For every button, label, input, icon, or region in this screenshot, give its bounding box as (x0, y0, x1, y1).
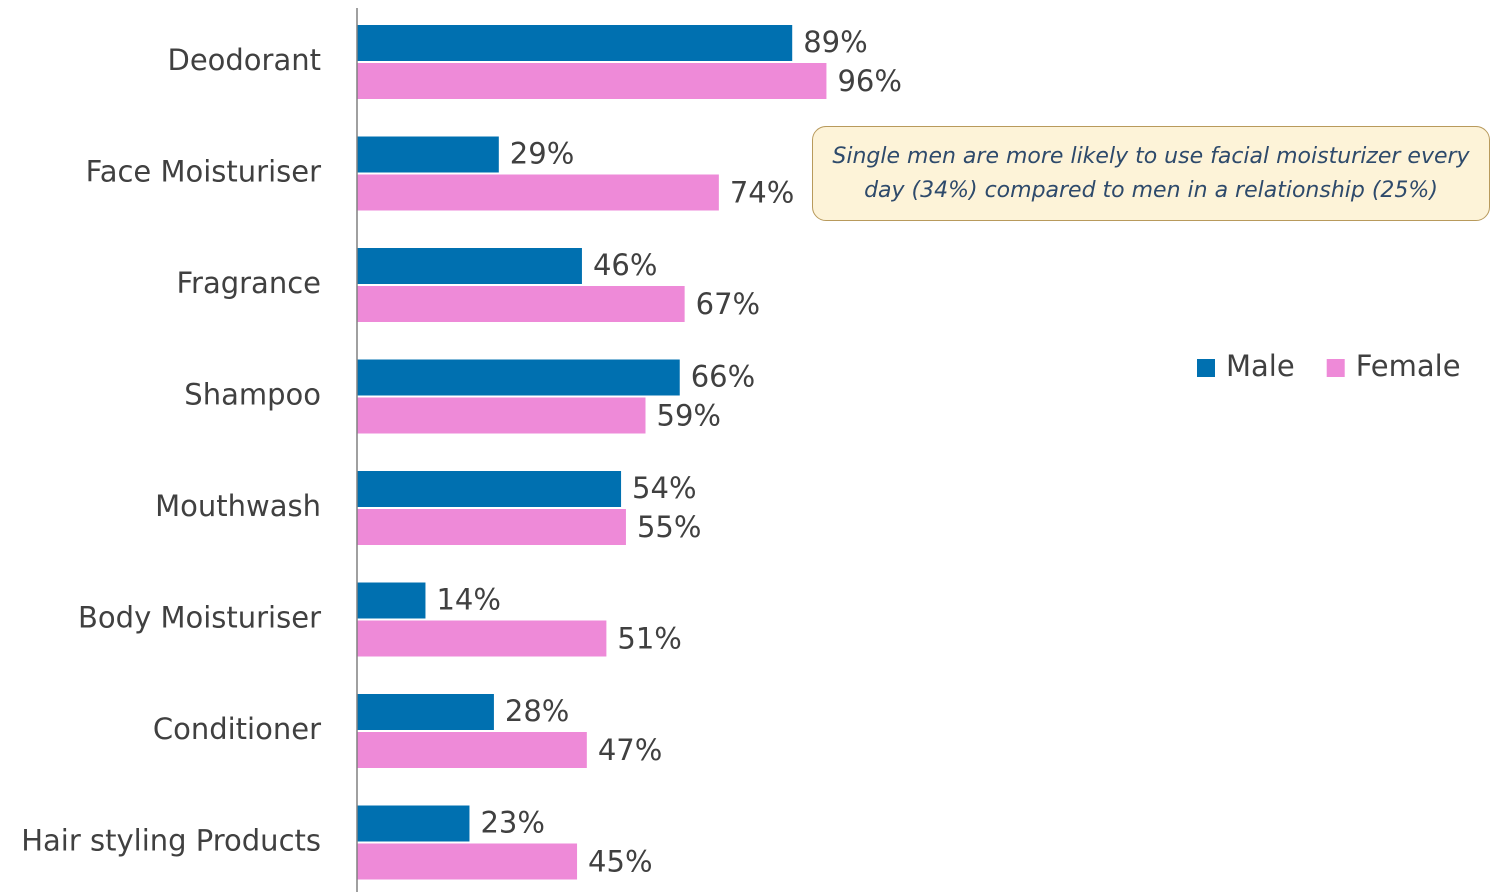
value-label: 47% (598, 733, 662, 767)
bar (357, 471, 622, 507)
bar (357, 136, 499, 173)
value-label: 54% (632, 471, 696, 505)
value-label: 55% (637, 510, 701, 544)
value-label: 89% (803, 25, 867, 59)
category-label: Face Moisturiser (86, 155, 321, 189)
bar (357, 397, 646, 434)
value-label: 29% (510, 137, 574, 171)
category-label: Shampoo (184, 378, 321, 412)
bar (357, 509, 626, 545)
category-label: Mouthwash (155, 489, 321, 523)
value-label: 14% (436, 583, 500, 617)
bar (357, 25, 793, 61)
value-label: 45% (588, 845, 652, 879)
bar (357, 732, 587, 768)
legend-label: Female (1356, 349, 1461, 383)
value-label: 74% (730, 176, 794, 210)
bar (357, 63, 827, 99)
bar (357, 694, 494, 730)
value-label: 96% (837, 64, 901, 98)
category-label: Conditioner (153, 712, 321, 746)
bar (357, 805, 470, 842)
bar (357, 359, 680, 396)
legend-label: Male (1226, 349, 1295, 383)
value-label: 23% (480, 806, 544, 840)
category-label: Body Moisturiser (78, 601, 321, 635)
value-label: 46% (593, 248, 657, 282)
category-label: Fragrance (176, 266, 321, 300)
annotation: Single men are more likely to use facial… (812, 126, 1490, 221)
bar (357, 286, 685, 322)
category-label: Deodorant (167, 43, 321, 77)
category-label: Hair styling Products (21, 824, 321, 858)
bar (357, 843, 578, 880)
bar (357, 620, 607, 657)
bar (357, 174, 719, 211)
value-label: 66% (691, 360, 755, 394)
legend-swatch (1326, 359, 1345, 377)
bar (357, 248, 582, 284)
value-label: 59% (657, 399, 721, 433)
bar (357, 582, 426, 619)
legend-swatch (1197, 359, 1215, 377)
value-label: 67% (696, 287, 760, 321)
value-label: 51% (617, 622, 681, 656)
value-label: 28% (505, 694, 569, 728)
